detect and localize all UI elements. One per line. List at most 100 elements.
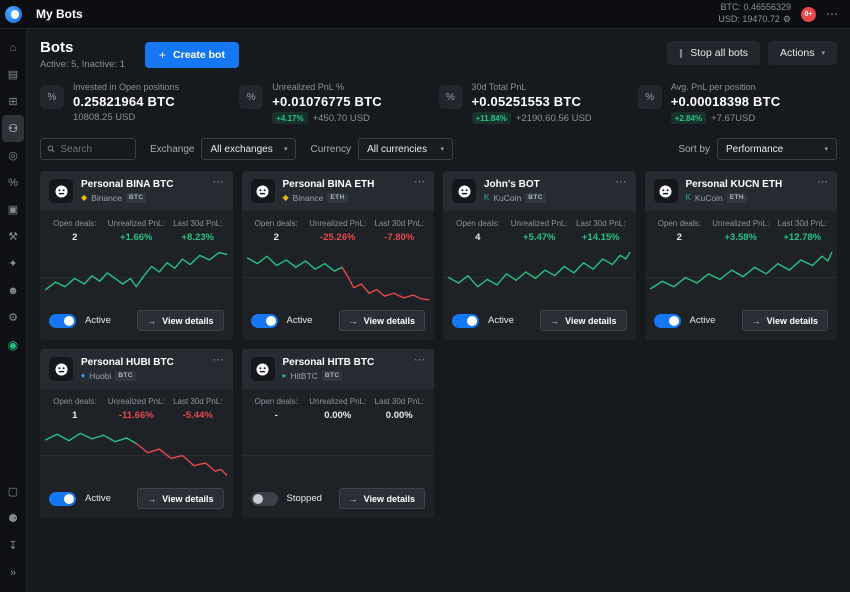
portfolio-icon: ▣: [7, 204, 19, 216]
sort-by-label: Sort by: [678, 143, 710, 155]
bot-status-label: Active: [85, 493, 111, 504]
sidebar-item-expand[interactable]: »: [2, 559, 24, 586]
bot-active-toggle[interactable]: [250, 491, 278, 506]
bot-avatar: [49, 357, 73, 381]
sidebar-item-community[interactable]: ⚈: [2, 505, 24, 532]
bot-active-toggle[interactable]: [49, 313, 76, 328]
search-box[interactable]: [40, 138, 136, 160]
create-bot-button[interactable]: + Create bot: [145, 42, 239, 68]
kucoin-icon: K: [685, 192, 691, 202]
academy-icon: ✦: [8, 258, 18, 270]
view-details-button[interactable]: → View details: [137, 488, 224, 509]
bot-name: Personal HUBI BTC: [81, 357, 174, 369]
sidebar-item-home[interactable]: ⌂: [2, 34, 24, 61]
search-input[interactable]: [60, 143, 129, 155]
notification-badge[interactable]: 0+: [801, 6, 816, 22]
support-icon: ◉: [7, 337, 19, 352]
bot-cards-grid: Personal BINA BTC ◆ Binance BTC ⋯ Open d…: [27, 170, 850, 519]
bot-card-menu-icon[interactable]: ⋯: [212, 176, 224, 188]
currency-select[interactable]: All currencies ▾: [358, 138, 454, 160]
sidebar-item-bots[interactable]: ⚇: [2, 115, 24, 142]
rate-settings-gear-icon[interactable]: ⚙: [782, 14, 791, 24]
download-icon: ↧: [8, 540, 18, 552]
sidebar-item-dashboard[interactable]: ⊞: [2, 88, 24, 115]
unrealized-pnl-value: 0.00%: [324, 409, 352, 421]
bot-card-menu-icon[interactable]: ⋯: [414, 176, 425, 188]
exchange-name: KuCoin: [493, 192, 522, 203]
robot-icon: [256, 363, 269, 375]
open-deals-value: 1: [72, 409, 78, 421]
smart-trade-icon: ◎: [8, 150, 18, 162]
unrealized-pnl-label: Unrealized PnL:: [309, 397, 367, 406]
view-details-button[interactable]: → View details: [338, 310, 425, 331]
filter-bar: Exchange All exchanges▾ Currency All cur…: [27, 126, 850, 170]
exchange-name: Huobi: [89, 370, 112, 381]
open-deals-value: 4: [475, 231, 481, 243]
sidebar-item-desktop-app[interactable]: ▢: [2, 478, 24, 505]
sidebar-item-stats[interactable]: ▤: [2, 61, 24, 88]
pnl-sparkline-chart: [40, 247, 233, 303]
stop-all-bots-button[interactable]: ∥ Stop all bots: [666, 41, 761, 65]
bot-active-toggle[interactable]: [452, 313, 479, 328]
rates-ticker: BTC: 0.46556329 USD: 19470.72 ⚙: [718, 2, 791, 25]
bot-status-label: Active: [286, 315, 313, 326]
sidebar-item-settings[interactable]: ⚙: [2, 304, 24, 331]
app-logo[interactable]: [0, 5, 27, 23]
chevron-down-icon: ▾: [821, 50, 825, 57]
view-details-button[interactable]: → View details: [540, 310, 627, 331]
sidebar-item-academy[interactable]: ✦: [2, 250, 24, 277]
bot-card-menu-icon[interactable]: ⋯: [414, 354, 425, 366]
summary-stats-row: % Invested in Open positions 0.25821964 …: [27, 74, 850, 126]
desktop-app-icon: ▢: [7, 486, 19, 498]
percent-icon: %: [637, 85, 662, 109]
open-deals-value: -: [274, 409, 278, 421]
last-30d-pnl-value: -7.80%: [384, 231, 415, 243]
last-30d-pnl-value: -5.44%: [182, 409, 213, 421]
open-deals-value: 2: [273, 231, 279, 243]
settings-icon: ⚙: [8, 312, 18, 324]
sidebar-item-support[interactable]: ◉: [2, 331, 24, 358]
sidebar-item-download[interactable]: ↧: [2, 532, 24, 559]
exchange-filter-label: Exchange: [150, 143, 195, 155]
bot-card: Personal BINA BTC ◆ Binance BTC ⋯ Open d…: [40, 171, 233, 340]
bot-card-menu-icon[interactable]: ⋯: [212, 354, 224, 366]
open-deals-label: Open deals:: [254, 219, 298, 228]
sidebar-item-invite[interactable]: ☻: [2, 277, 24, 304]
view-details-button[interactable]: → View details: [338, 488, 425, 509]
exchange-name: HitBTC: [290, 370, 318, 381]
open-deals-label: Open deals:: [657, 219, 701, 228]
exchange-select[interactable]: All exchanges ▾: [201, 138, 297, 160]
bot-card-footer: Active → View details: [242, 302, 435, 340]
sidebar-item-portfolio[interactable]: ▣: [2, 196, 24, 223]
chevron-down-icon: ▾: [440, 146, 445, 153]
bot-active-toggle[interactable]: [49, 491, 76, 506]
view-details-button[interactable]: → View details: [741, 310, 828, 331]
view-details-button[interactable]: → View details: [137, 310, 224, 331]
arrow-right-icon: →: [348, 315, 358, 326]
bot-card-stats: Open deals: 2 Unrealized PnL: +1.66% Las…: [40, 211, 233, 247]
sidebar-item-tools[interactable]: ⚒: [2, 223, 24, 250]
pnl-percent-badge: +4.17%: [272, 112, 308, 124]
bots-title: Bots: [40, 39, 74, 56]
topbar-overflow-menu-icon[interactable]: ⋯: [826, 7, 838, 21]
sidebar-item-smart-trade[interactable]: ◎: [2, 142, 24, 169]
logo-icon: [5, 5, 22, 23]
bot-card-menu-icon[interactable]: ⋯: [817, 176, 828, 188]
bot-active-toggle[interactable]: [653, 313, 681, 328]
sort-by-select[interactable]: Performance ▾: [717, 138, 837, 160]
quote-currency-badge: BTC: [115, 370, 136, 381]
bot-status-label: Stopped: [286, 493, 322, 504]
bot-card-menu-icon[interactable]: ⋯: [615, 176, 627, 188]
arrow-right-icon: →: [147, 315, 157, 326]
bot-card-header: Personal HITB BTC ▸ HitBTC BTC ⋯: [241, 349, 434, 389]
sidebar-item-deals[interactable]: %: [2, 169, 24, 196]
bot-name: Personal KUCN ETH: [685, 179, 783, 191]
bot-active-toggle[interactable]: [250, 313, 278, 328]
last-30d-pnl-label: Last 30d PnL:: [173, 219, 223, 228]
invite-icon: ☻: [7, 284, 19, 297]
huobi-icon: ♦: [81, 370, 86, 380]
kucoin-icon: K: [484, 192, 490, 202]
community-icon: ⚈: [8, 513, 18, 525]
bot-name: Personal HITB BTC: [282, 357, 375, 369]
actions-dropdown-button[interactable]: Actions ▾: [768, 41, 837, 65]
